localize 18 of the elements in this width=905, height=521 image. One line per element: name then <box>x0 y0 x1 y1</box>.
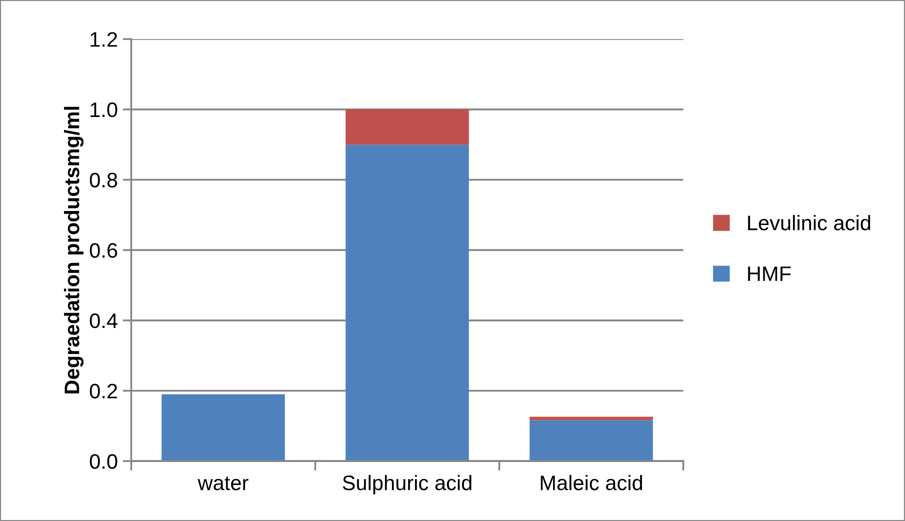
y-tick-label: 0.4 <box>90 313 118 328</box>
y-tick-label: 1.0 <box>90 102 118 118</box>
y-tick-label: 0.6 <box>90 243 118 258</box>
bar <box>346 109 469 145</box>
x-tick-label: Maleic acid <box>540 474 642 490</box>
x-tick-label: Sulphuric acid <box>342 474 472 494</box>
y-tick-label: 0.8 <box>90 172 118 188</box>
y-tick-label: 1.2 <box>90 32 117 47</box>
x-tick-label: water <box>198 476 248 490</box>
bar <box>530 416 653 420</box>
y-tick-label: 0.2 <box>90 384 117 399</box>
bar <box>162 394 285 462</box>
y-tick-label: 0.0 <box>90 454 118 469</box>
bar <box>530 420 653 462</box>
legend-label: Levulinic acid <box>748 215 870 230</box>
y-axis-title: Degraedation productsmg/ml <box>64 106 84 394</box>
bar <box>346 144 469 462</box>
legend-label: HMF <box>748 266 791 281</box>
